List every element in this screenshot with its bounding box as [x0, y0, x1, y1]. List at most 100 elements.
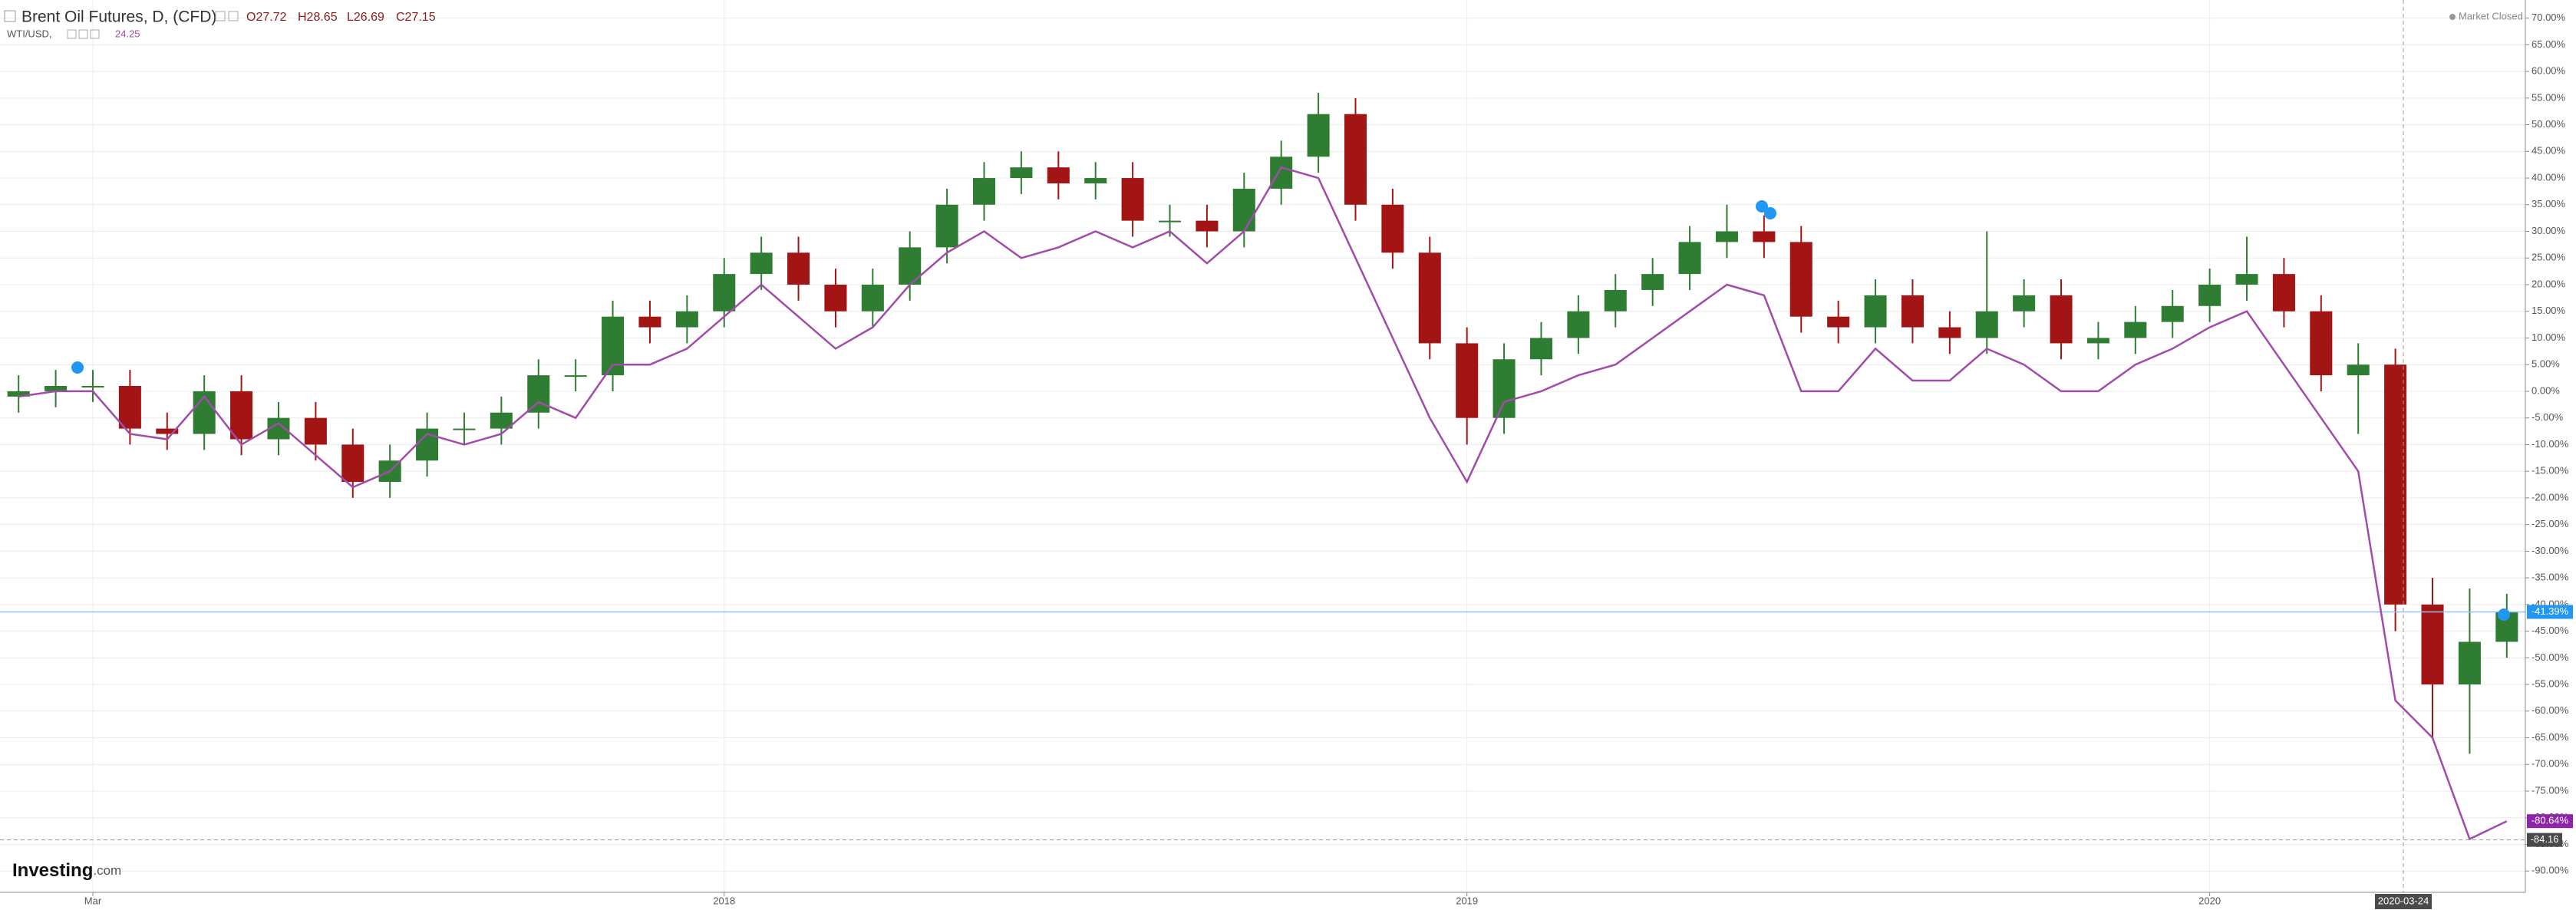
plot-area: [0, 92, 2525, 841]
candle-body: [2384, 364, 2407, 605]
candle-body: [935, 204, 958, 248]
ohlc-open: O27.72: [246, 11, 287, 24]
candle-body: [1604, 289, 1627, 312]
candle-body: [1753, 231, 1776, 242]
candle-body: [1789, 242, 1812, 317]
compare-price: 24.25: [115, 28, 140, 39]
y-tick-label: -20.00%: [2531, 491, 2569, 503]
x-tick-label: Mar: [84, 895, 102, 906]
candle-body: [2347, 364, 2370, 376]
grid: [0, 0, 2525, 892]
market-status: Market Closed: [2459, 10, 2523, 21]
y-tick-label: -45.00%: [2531, 625, 2569, 636]
y-tick-label: 70.00%: [2531, 12, 2566, 23]
candle-body: [527, 375, 550, 413]
candle-body: [1084, 178, 1107, 183]
ohlc-close: C27.15: [396, 11, 436, 24]
candle-body: [156, 428, 179, 434]
ohlc-low: L26.69: [347, 11, 384, 24]
candle-body: [1678, 242, 1701, 275]
y-tick-label: -25.00%: [2531, 518, 2569, 529]
logo-main: Investing: [12, 860, 93, 881]
candle-body: [2310, 311, 2333, 376]
candle-body: [2421, 604, 2444, 685]
ohlc-high: H28.65: [298, 11, 338, 24]
y-tick-label: 35.00%: [2531, 198, 2566, 209]
candle-body: [1047, 167, 1070, 183]
y-tick-label: -65.00%: [2531, 731, 2569, 743]
candle-body: [1938, 327, 1961, 338]
y-tick-label: -35.00%: [2531, 572, 2569, 583]
candle-body: [2161, 305, 2184, 322]
x-tick-label: 2019: [1456, 895, 1478, 906]
y-tick-label: 15.00%: [2531, 305, 2566, 316]
event-marker[interactable]: [1756, 200, 1768, 213]
candle-body: [861, 284, 884, 312]
candle-body: [1158, 220, 1182, 223]
candle-body: [1010, 167, 1033, 179]
candle-body: [602, 316, 625, 376]
y-tick-label: 55.00%: [2531, 91, 2566, 103]
candle-body: [2050, 295, 2073, 344]
collapse-icon[interactable]: [4, 10, 16, 22]
candle-body: [1232, 188, 1255, 232]
line-series: [18, 166, 2508, 841]
candle-body: [1418, 252, 1441, 344]
candle-body: [564, 375, 587, 378]
candle-body: [45, 385, 68, 391]
candle-body: [787, 252, 810, 285]
candle-body: [638, 316, 661, 328]
candle-body: [193, 391, 216, 434]
crosshair-x-label: 2020-03-24: [2378, 895, 2429, 906]
crosshair-y-label: -84.16: [2531, 833, 2559, 845]
hide-icon[interactable]: [78, 29, 88, 39]
candle-body: [341, 444, 364, 483]
candle-body: [304, 417, 327, 445]
candle-body: [2124, 321, 2147, 338]
y-tick-label: 50.00%: [2531, 118, 2566, 130]
candle-body: [1567, 311, 1590, 338]
last-value-label: -41.39%: [2531, 605, 2569, 617]
y-tick-label: -30.00%: [2531, 545, 2569, 556]
y-tick-label: 30.00%: [2531, 225, 2566, 236]
settings-icon[interactable]: [215, 11, 226, 21]
y-tick-label: -70.00%: [2531, 758, 2569, 770]
crosshair-y-badge: [2527, 833, 2562, 847]
event-marker[interactable]: [2498, 608, 2510, 621]
last-value-badge: [2527, 605, 2573, 619]
y-tick-label: -10.00%: [2531, 438, 2569, 450]
y-tick-label: 25.00%: [2531, 252, 2566, 263]
hide-icon[interactable]: [228, 11, 239, 21]
candle-body: [1344, 114, 1367, 205]
candle-body: [2013, 295, 2036, 312]
y-tick-label: 45.00%: [2531, 145, 2566, 157]
candle-body: [2458, 641, 2481, 685]
settings-icon[interactable]: [67, 29, 77, 39]
candle-body: [2235, 274, 2258, 285]
remove-icon[interactable]: [90, 29, 100, 39]
y-tick-label: 0.00%: [2531, 384, 2560, 396]
candle-body: [81, 385, 104, 387]
last-value-badge: [2527, 814, 2573, 829]
y-tick-label: -5.00%: [2531, 411, 2564, 423]
event-marker[interactable]: [1764, 207, 1776, 219]
candle-body: [7, 391, 30, 397]
candle-body: [1975, 311, 1998, 338]
candle-body: [750, 252, 773, 275]
event-marker[interactable]: [71, 361, 84, 374]
candle-body: [973, 178, 996, 205]
candle-body: [1121, 178, 1144, 221]
candle-body: [1827, 316, 1850, 328]
candle-body: [824, 284, 847, 312]
y-tick-label: 10.00%: [2531, 331, 2566, 343]
y-tick-label: 40.00%: [2531, 171, 2566, 183]
y-tick-label: -55.00%: [2531, 678, 2569, 689]
candle-body: [1307, 114, 1330, 157]
candle-body: [1901, 295, 1924, 328]
candle-body: [1270, 157, 1293, 189]
candle-body: [2272, 274, 2295, 312]
x-tick-label: 2018: [713, 895, 735, 906]
candle-body: [118, 385, 141, 429]
